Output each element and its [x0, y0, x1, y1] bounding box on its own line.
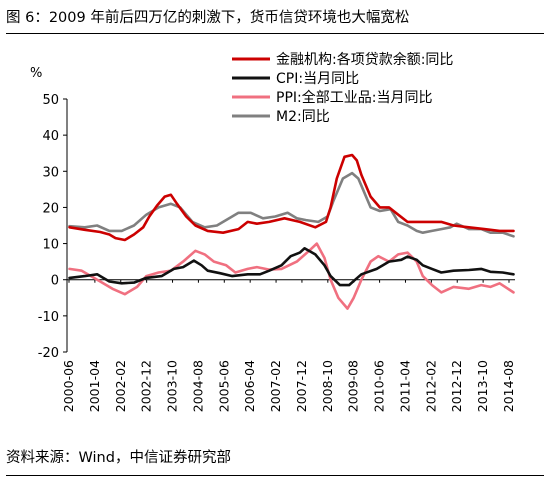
x-tick-label: 2003-10	[165, 360, 180, 412]
source-note: 资料来源：Wind，中信证券研究部	[6, 450, 231, 466]
legend-label-2: PPI:全部工业品:当月同比	[276, 89, 432, 106]
y-axis-label: %	[30, 66, 42, 81]
series-line-0	[68, 153, 515, 242]
x-tick-label: 2012-12	[449, 360, 464, 412]
x-tick-label: 2007-12	[294, 360, 309, 412]
chart-series	[68, 153, 515, 310]
figure-title: 图 6：2009 年前后四万亿的刺激下，货币信贷环境也大幅宽松	[6, 10, 410, 26]
y-tick-label: 0	[51, 274, 59, 289]
x-tick-label: 2002-12	[139, 360, 154, 412]
legend-label-3: M2:同比	[276, 109, 330, 125]
x-tick-label: 2000-06	[61, 360, 76, 412]
x-tick-label: 2012-02	[423, 360, 438, 412]
x-tick-label: 2007-02	[268, 360, 283, 412]
series-line-2	[68, 242, 515, 310]
x-tick-label: 2014-08	[501, 360, 516, 412]
bottom-rule	[6, 475, 544, 476]
y-tick-label: -20	[38, 346, 59, 361]
legend-label-1: CPI:当月同比	[276, 71, 359, 87]
series-line-1	[68, 247, 515, 287]
chart-axes: % -20 -10 0 10 20 30 40 50 2000-06 2001-04 2002-02 2…	[30, 66, 516, 412]
x-tick-label: 2001-04	[87, 360, 102, 412]
y-tick-label: 20	[42, 201, 59, 216]
x-tick-label: 2013-10	[475, 360, 490, 412]
y-tick-label: 50	[42, 93, 59, 108]
x-tick-label: 2008-10	[320, 360, 335, 412]
legend-label-0: 金融机构:各项贷款余额:同比	[276, 51, 453, 68]
x-tick-label: 2010-06	[372, 360, 387, 412]
x-tick-label: 2009-08	[346, 360, 361, 412]
y-tick-label: 10	[42, 238, 59, 253]
x-tick-label: 2011-04	[397, 360, 412, 412]
x-tick-label: 2002-02	[113, 360, 128, 412]
title-rule	[6, 33, 544, 34]
y-tick-label: 40	[42, 129, 59, 144]
x-tick-label: 2004-08	[190, 360, 205, 412]
y-tick-label: 30	[42, 165, 59, 180]
y-tick-label: -10	[38, 310, 59, 325]
x-tick-label: 2005-06	[216, 360, 231, 412]
chart-legend: 金融机构:各项贷款余额:同比 CPI:当月同比 PPI:全部工业品:当月同比 M2:同…	[232, 51, 453, 125]
x-tick-label: 2006-04	[242, 360, 257, 412]
series-line-3	[68, 171, 515, 238]
